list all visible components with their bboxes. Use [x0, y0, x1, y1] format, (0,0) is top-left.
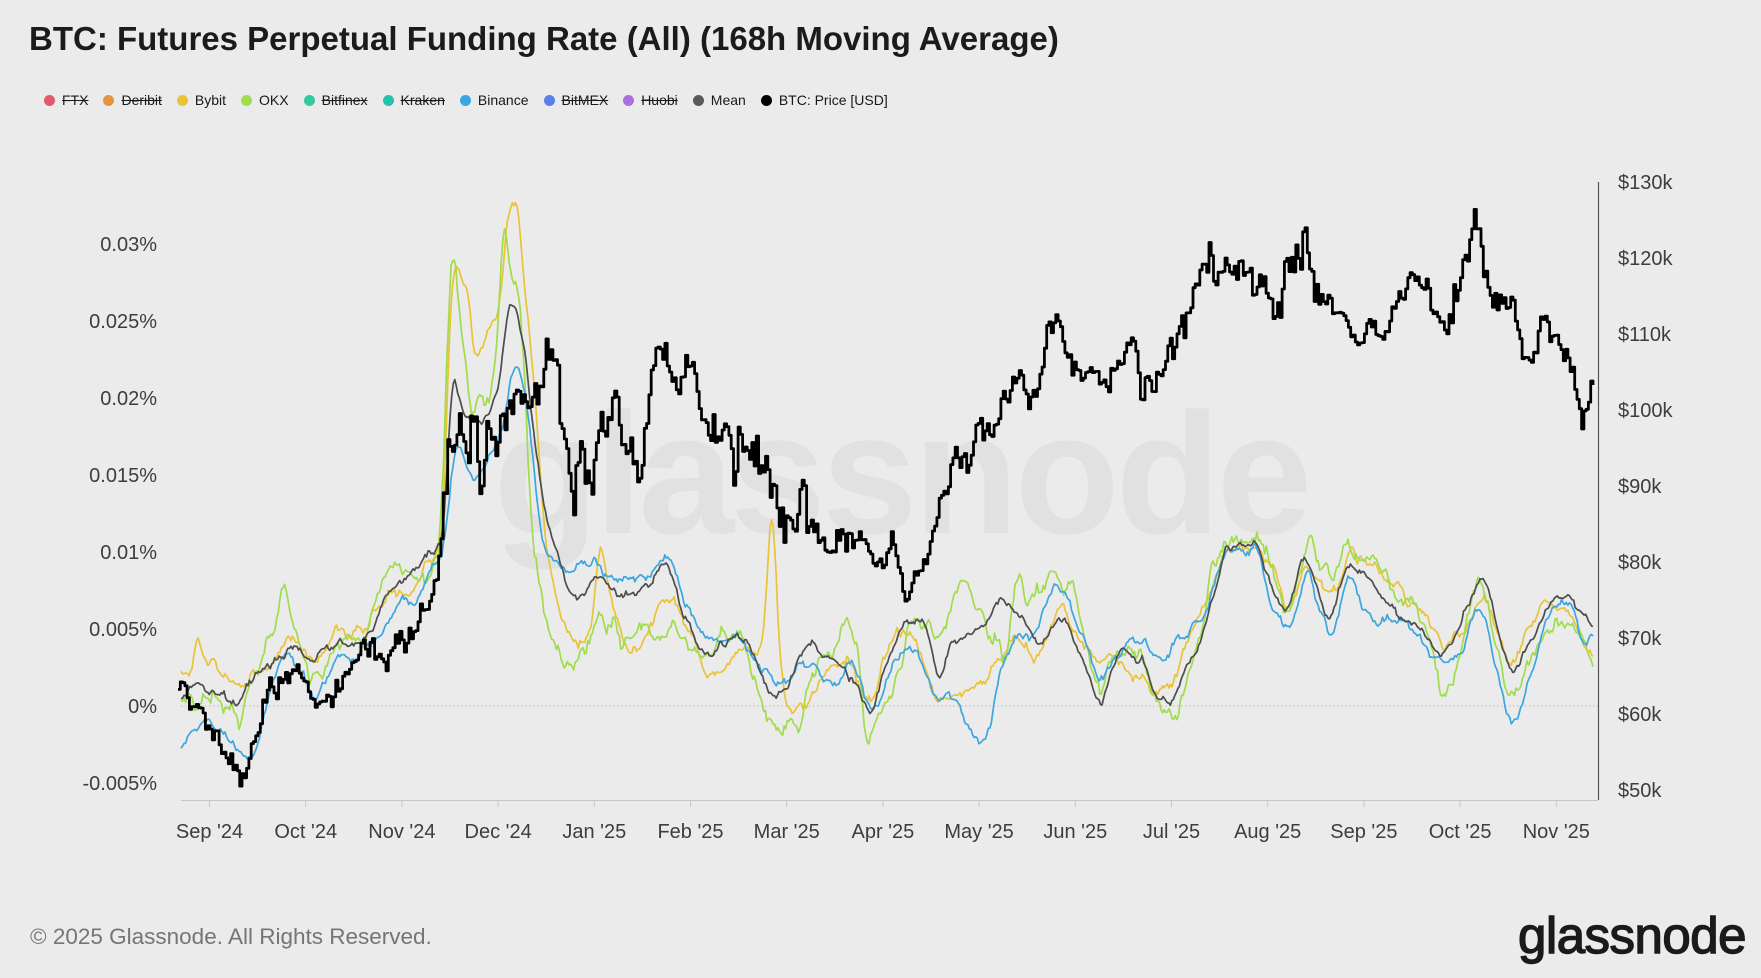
svg-text:Nov '24: Nov '24 — [368, 821, 435, 843]
svg-text:$110k: $110k — [1618, 324, 1672, 346]
svg-text:0.03%: 0.03% — [100, 234, 157, 256]
svg-text:$50k: $50k — [1618, 780, 1662, 802]
svg-text:Jun '25: Jun '25 — [1043, 821, 1107, 843]
svg-text:Sep '25: Sep '25 — [1330, 821, 1397, 843]
svg-text:$60k: $60k — [1618, 704, 1662, 726]
svg-text:Apr '25: Apr '25 — [852, 821, 915, 843]
svg-text:0.005%: 0.005% — [89, 619, 157, 641]
svg-text:Feb '25: Feb '25 — [657, 821, 723, 843]
svg-text:-0.005%: -0.005% — [83, 773, 158, 795]
svg-text:$100k: $100k — [1618, 400, 1673, 422]
svg-text:Nov '25: Nov '25 — [1523, 821, 1590, 843]
svg-text:glassnode: glassnode — [494, 378, 1309, 570]
svg-text:Sep '24: Sep '24 — [176, 821, 243, 843]
svg-text:Jan '25: Jan '25 — [562, 821, 626, 843]
svg-text:0.02%: 0.02% — [100, 388, 157, 410]
svg-text:$130k: $130k — [1618, 172, 1673, 194]
svg-text:$80k: $80k — [1618, 552, 1662, 574]
svg-text:Jul '25: Jul '25 — [1143, 821, 1200, 843]
svg-text:$90k: $90k — [1618, 476, 1662, 498]
svg-text:Dec '24: Dec '24 — [465, 821, 532, 843]
svg-text:0.015%: 0.015% — [89, 465, 157, 487]
svg-text:May '25: May '25 — [944, 821, 1013, 843]
svg-text:Oct '25: Oct '25 — [1429, 821, 1492, 843]
svg-text:0%: 0% — [128, 696, 157, 718]
svg-text:Oct '24: Oct '24 — [274, 821, 337, 843]
svg-text:Aug '25: Aug '25 — [1234, 821, 1301, 843]
svg-text:$70k: $70k — [1618, 628, 1662, 650]
svg-text:0.01%: 0.01% — [100, 542, 157, 564]
svg-text:Mar '25: Mar '25 — [754, 821, 820, 843]
svg-text:0.025%: 0.025% — [89, 311, 157, 333]
svg-text:$120k: $120k — [1618, 248, 1673, 270]
